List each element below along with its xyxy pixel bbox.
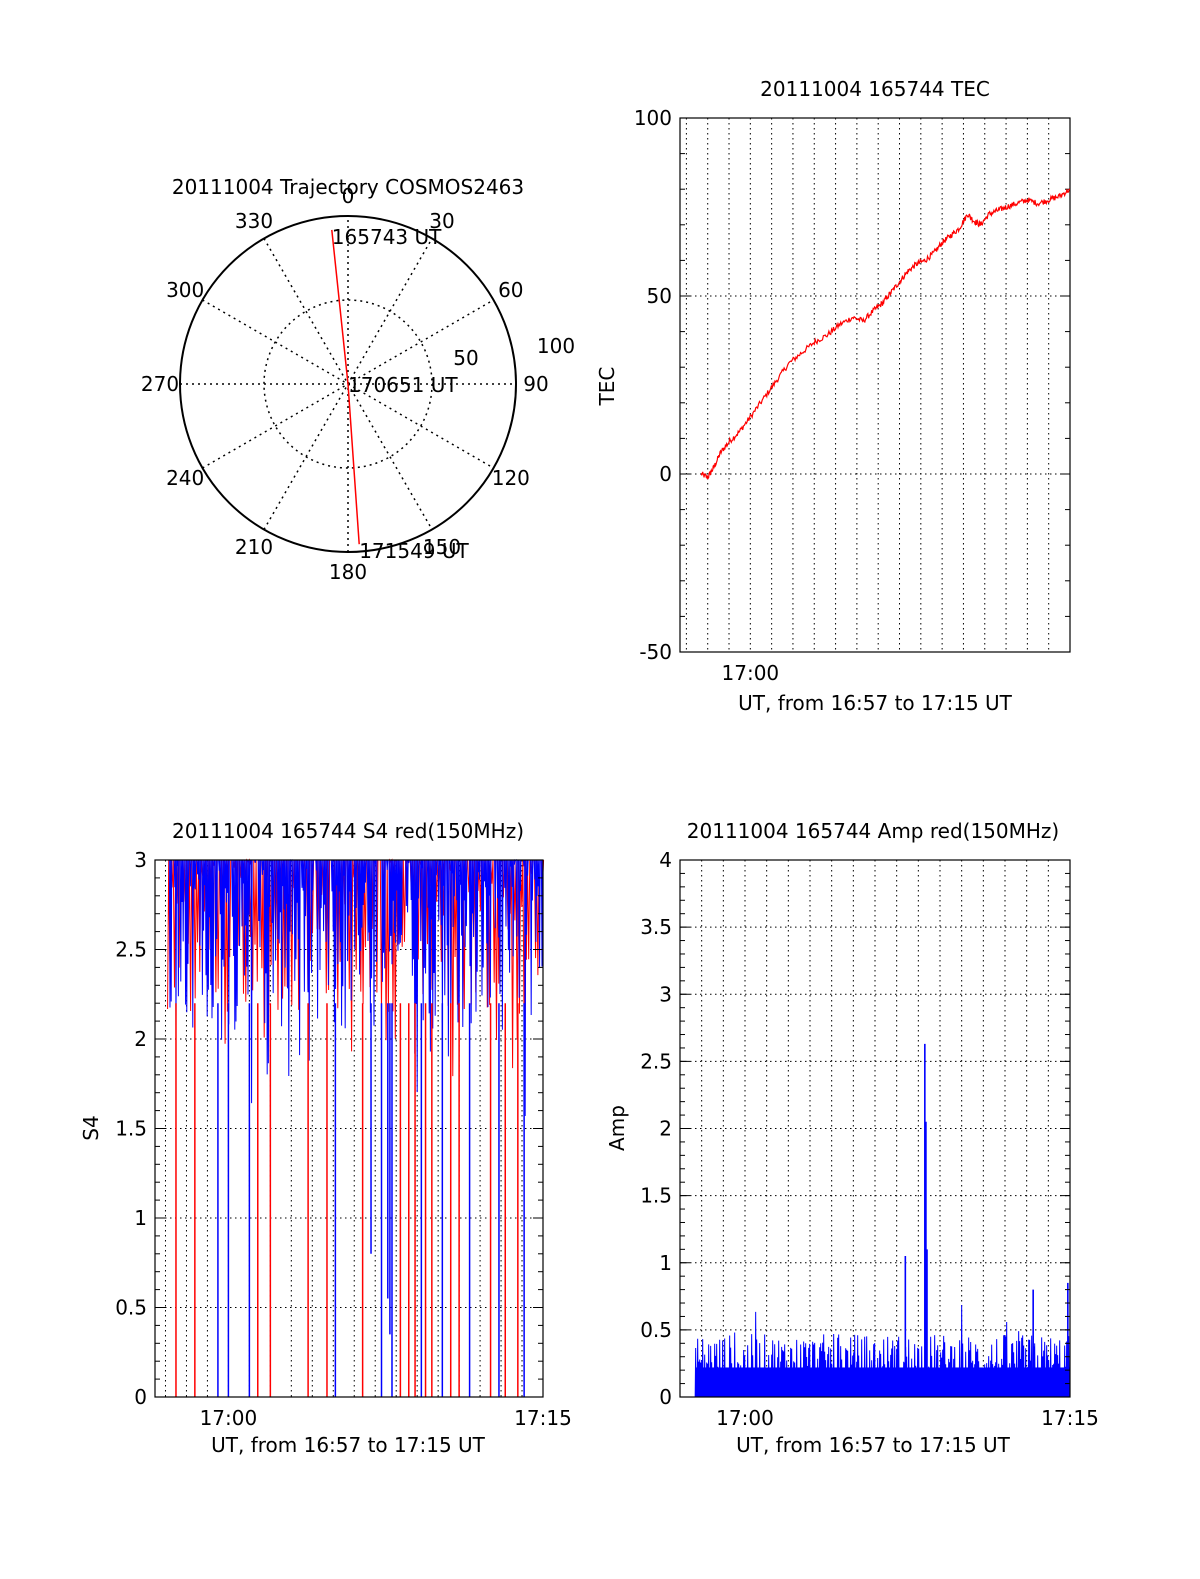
polar-radial-label: 50 (453, 346, 478, 370)
amp-series (694, 1043, 1071, 1398)
y-tick-label: 3 (134, 848, 147, 872)
polar-azimuth-label: 210 (235, 535, 273, 559)
polar-azimuth-label: 330 (235, 209, 273, 233)
x-tick-label: 17:00 (722, 661, 780, 685)
polar-azimuth-label: 0 (342, 184, 355, 208)
y-tick-label: 50 (647, 284, 672, 308)
polar-trajectory: 165743 UT 170651 UT 171549 UT (331, 225, 470, 563)
y-tick-label: 2 (134, 1027, 147, 1051)
amp-baseline-fill (695, 1367, 1070, 1397)
polar-azimuth-label: 60 (498, 278, 523, 302)
amp-plot-area: 4 3.5 3 2.5 2 1.5 1 0.5 0 17:00 17:15 (640, 848, 1099, 1430)
s4-title: 20111004 165744 S4 red(150MHz) (172, 819, 524, 843)
y-tick-label: 3 (659, 982, 672, 1006)
polar-azimuth-label: 180 (329, 560, 367, 584)
x-tick-label: 17:00 (200, 1406, 258, 1430)
y-tick-label: 2.5 (115, 938, 147, 962)
polar-azimuth-label: 150 (423, 535, 461, 559)
tec-panel: 20111004 165744 TEC 100 50 0 -50 17:00 TEC U… (595, 77, 1071, 715)
tec-title: 20111004 165744 TEC (760, 77, 990, 101)
polar-azimuth-label: 120 (492, 466, 530, 490)
y-tick-label: 3.5 (640, 915, 672, 939)
polar-trajectory-label: 165743 UT (332, 225, 442, 249)
tec-xlabel: UT, from 16:57 to 17:15 UT (738, 691, 1013, 715)
polar-azimuth-label: 300 (166, 278, 204, 302)
x-tick-label: 17:15 (514, 1406, 572, 1430)
tec-series-line (700, 188, 1071, 480)
amp-ylabel: Amp (605, 1105, 629, 1151)
plot-frame (679, 117, 1071, 653)
s4-panel: 20111004 165744 S4 red(150MHz) 3 2.5 2 1.5 1… (79, 819, 572, 1457)
polar-trajectory-label: 171549 UT (359, 539, 469, 563)
s4-xlabel: UT, from 16:57 to 17:15 UT (211, 1433, 486, 1457)
polar-radial-label: 100 (537, 334, 575, 358)
y-tick-label: 1.5 (640, 1184, 672, 1208)
y-tick-label: 0 (134, 1385, 147, 1409)
polar-trajectory-panel: 20111004 Trajectory COSMOS2463 0 30 60 90 12… (141, 175, 575, 584)
y-tick-label: 4 (659, 848, 672, 872)
x-tick-label: 17:15 (1041, 1406, 1099, 1430)
polar-radial-labels: 50 100 (453, 334, 575, 370)
tec-ylabel: TEC (595, 367, 619, 407)
polar-trajectory-label: 170651 UT (348, 373, 458, 397)
y-tick-label: 2.5 (640, 1049, 672, 1073)
y-tick-label: 0 (659, 462, 672, 486)
amp-title: 20111004 165744 Amp red(150MHz) (687, 819, 1059, 843)
y-tick-label: 0.5 (640, 1318, 672, 1342)
polar-azimuth-label: 270 (141, 372, 179, 396)
s4-series (167, 858, 545, 1397)
x-tick-label: 17:00 (716, 1406, 774, 1430)
polar-trajectory-line (331, 229, 360, 545)
y-tick-label: 1 (659, 1251, 672, 1275)
polar-azimuth-label: 90 (523, 372, 548, 396)
polar-azimuth-labels: 0 30 60 90 120 150 180 210 240 270 300 330 (141, 184, 549, 584)
y-tick-label: 2 (659, 1117, 672, 1141)
y-tick-label: -50 (639, 640, 672, 664)
s4-plot-area: 3 2.5 2 1.5 1 0.5 0 17:00 17:15 (115, 848, 572, 1430)
amp-xlabel: UT, from 16:57 to 17:15 UT (736, 1433, 1011, 1457)
y-tick-label: 1 (134, 1206, 147, 1230)
y-tick-label: 1.5 (115, 1117, 147, 1141)
y-tick-label: 0 (659, 1385, 672, 1409)
amp-panel: 20111004 165744 Amp red(150MHz) 4 3.5 3 2.5… (605, 819, 1099, 1457)
tec-plot-area: 100 50 0 -50 17:00 (634, 106, 1071, 685)
y-tick-label: 100 (634, 106, 672, 130)
polar-azimuth-label: 30 (429, 209, 454, 233)
polar-azimuth-label: 240 (166, 466, 204, 490)
y-tick-label: 0.5 (115, 1296, 147, 1320)
s4-red-band (167, 858, 545, 1077)
s4-ylabel: S4 (79, 1115, 103, 1140)
polar-title: 20111004 Trajectory COSMOS2463 (172, 175, 524, 199)
